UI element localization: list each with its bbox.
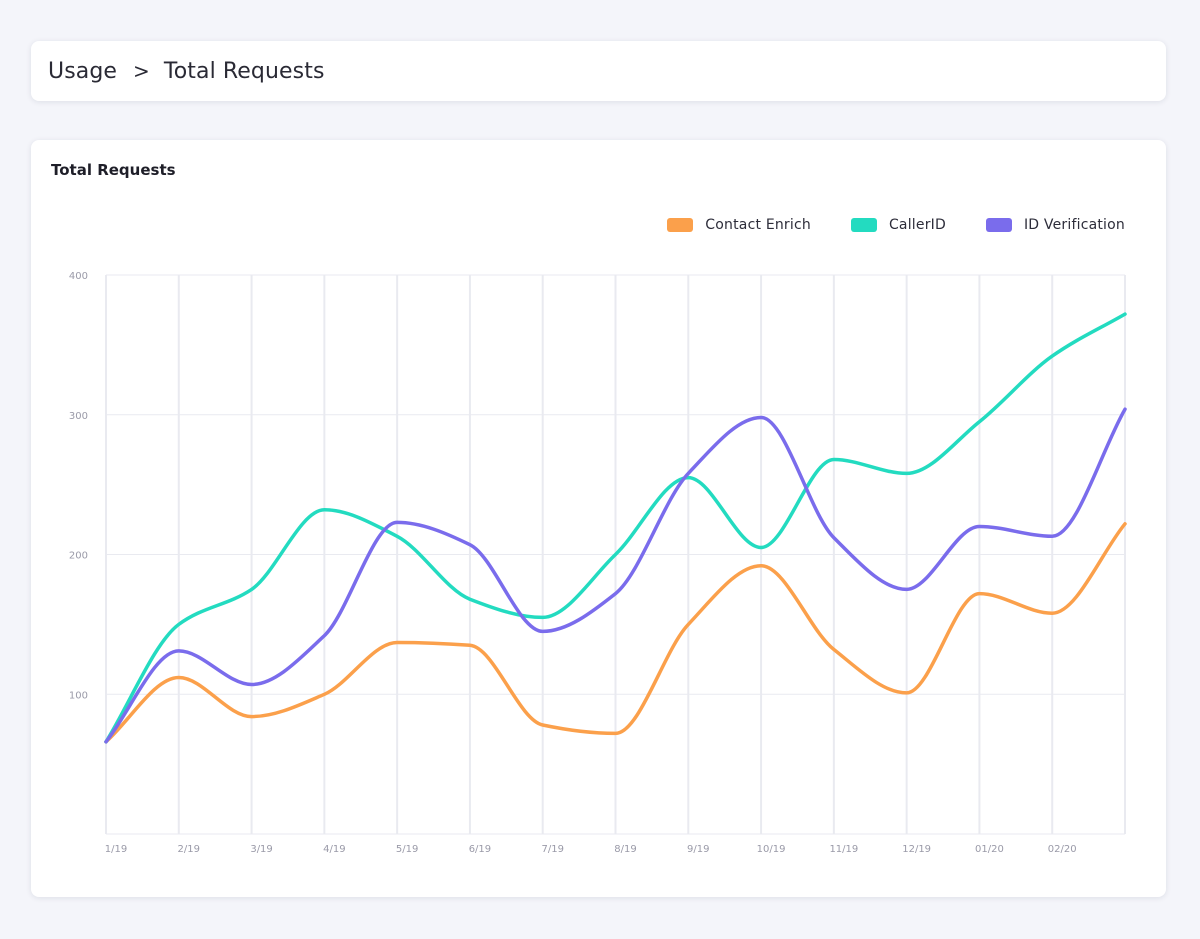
legend-swatch-callerid — [850, 218, 877, 232]
legend-label-id-verification: ID Verification — [1023, 217, 1125, 233]
series-line-callerid — [104, 312, 1127, 744]
y-tick-label: 200 — [69, 551, 88, 562]
y-tick-label: 100 — [69, 690, 88, 701]
x-tick-label: 9/19 — [687, 844, 709, 855]
y-tick-label: 400 — [69, 271, 88, 282]
legend-swatch-id-verification — [985, 218, 1012, 232]
breadcrumb: Usage > Total Requests — [48, 41, 325, 101]
legend-swatch-contact-enrich — [667, 218, 694, 232]
legend-label-contact-enrich: Contact Enrich — [705, 217, 811, 233]
series-line-contact-enrich — [104, 522, 1127, 744]
y-tick-label: 300 — [69, 411, 88, 422]
x-tick-label: 10/19 — [757, 844, 786, 855]
chart-legend: Contact Enrich CallerID ID Verification — [627, 217, 1125, 233]
chart-title: Total Requests — [51, 161, 176, 179]
breadcrumb-parent-link[interactable]: Usage — [48, 58, 118, 84]
x-tick-label: 01/20 — [975, 844, 1004, 855]
legend-label-callerid: CallerID — [888, 217, 946, 233]
x-tick-label: 12/19 — [902, 844, 931, 855]
x-tick-label: 8/19 — [614, 844, 636, 855]
legend-item-id-verification[interactable]: ID Verification — [985, 217, 1125, 233]
series-line-id-verification — [104, 407, 1127, 744]
x-tick-label: 1/19 — [105, 844, 127, 855]
x-tick-label: 3/19 — [250, 844, 272, 855]
breadcrumb-separator: > — [133, 59, 150, 83]
legend-item-contact-enrich[interactable]: Contact Enrich — [667, 217, 811, 233]
breadcrumb-current: Total Requests — [163, 58, 325, 84]
breadcrumb-card: Usage > Total Requests — [31, 41, 1166, 101]
legend-item-callerid[interactable]: CallerID — [850, 217, 946, 233]
chart-card: Total Requests Contact Enrich CallerID I… — [31, 140, 1166, 897]
line-chart: 100 200 300 400 1/19 2/19 3/19 4/19 5/19 6/19 7/19… — [69, 271, 1127, 855]
x-tick-label: 02/20 — [1048, 844, 1077, 855]
x-tick-label: 6/19 — [469, 844, 491, 855]
x-tick-label: 2/19 — [178, 844, 200, 855]
x-tick-label: 7/19 — [541, 844, 563, 855]
x-tick-label: 11/19 — [829, 844, 858, 855]
x-tick-label: 5/19 — [396, 844, 418, 855]
x-tick-label: 4/19 — [323, 844, 345, 855]
